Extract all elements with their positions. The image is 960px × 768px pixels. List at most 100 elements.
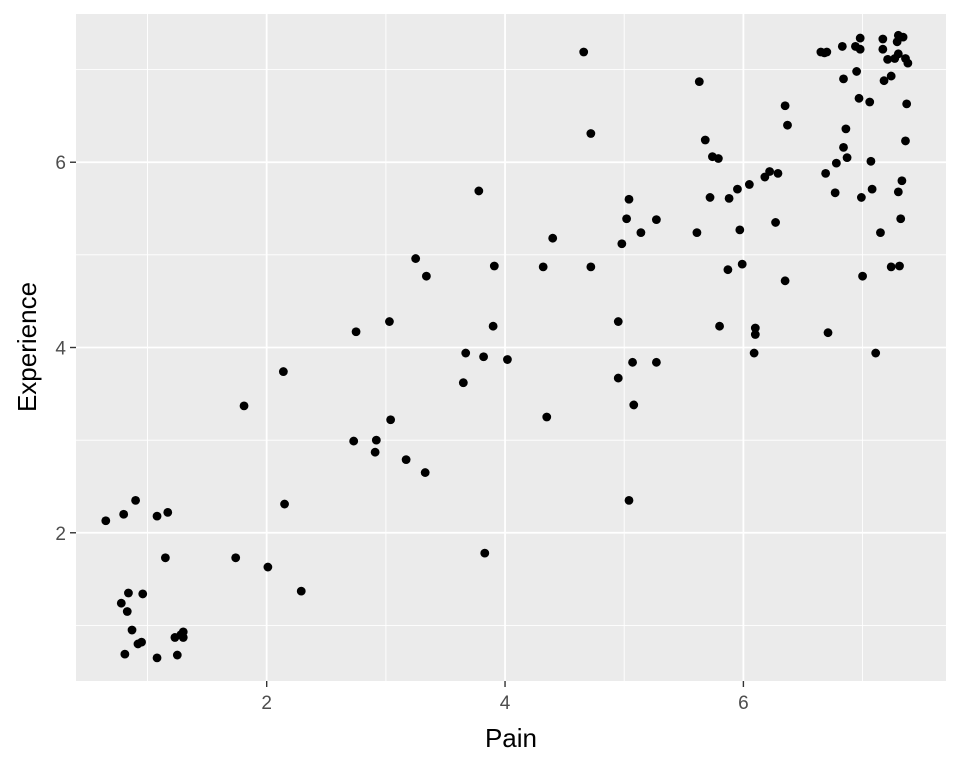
data-point xyxy=(901,136,910,146)
data-point xyxy=(878,34,888,44)
data-point xyxy=(886,262,896,272)
data-point xyxy=(733,184,742,194)
data-point xyxy=(461,348,471,358)
x-tick-label: 4 xyxy=(500,693,511,714)
data-point xyxy=(538,262,548,272)
data-point xyxy=(871,348,881,358)
data-point xyxy=(488,321,498,331)
data-point xyxy=(421,271,431,281)
data-point xyxy=(842,153,852,162)
data-point xyxy=(138,589,148,599)
major-gridlines xyxy=(76,14,946,681)
data-point xyxy=(349,436,359,446)
data-point xyxy=(855,33,865,43)
data-point xyxy=(163,507,173,517)
data-point xyxy=(479,352,488,362)
data-point xyxy=(420,468,430,477)
data-point xyxy=(856,193,866,202)
data-point xyxy=(172,650,182,660)
data-point xyxy=(750,330,760,339)
data-point xyxy=(879,76,889,86)
data-point xyxy=(613,373,623,383)
data-point xyxy=(895,261,904,271)
data-point xyxy=(765,167,775,176)
data-point xyxy=(821,168,831,178)
data-point xyxy=(866,156,876,166)
data-point xyxy=(489,261,499,271)
data-point xyxy=(371,435,381,445)
data-point xyxy=(898,32,908,42)
data-point xyxy=(823,328,833,338)
data-point xyxy=(692,228,702,238)
x-tick-label: 2 xyxy=(261,693,272,714)
data-point xyxy=(896,214,906,224)
data-point xyxy=(622,214,632,224)
data-point xyxy=(892,37,902,47)
data-point xyxy=(713,154,723,163)
data-point xyxy=(886,71,896,81)
data-point xyxy=(837,42,847,51)
data-point xyxy=(780,276,790,286)
data-point xyxy=(624,495,634,505)
data-point xyxy=(474,186,484,196)
data-point xyxy=(120,649,130,659)
data-point xyxy=(296,586,306,596)
data-point xyxy=(735,225,745,235)
data-point xyxy=(858,271,867,281)
data-point xyxy=(503,355,512,364)
data-point xyxy=(723,265,733,275)
data-point xyxy=(865,97,875,107)
data-point xyxy=(651,215,661,225)
data-points xyxy=(101,30,913,663)
data-point xyxy=(855,44,865,54)
data-point xyxy=(822,47,832,57)
data-point xyxy=(385,317,394,326)
data-point xyxy=(160,553,170,563)
data-point xyxy=(386,415,396,425)
data-point xyxy=(351,327,361,337)
data-point xyxy=(893,49,903,59)
data-point xyxy=(841,124,851,134)
data-point xyxy=(878,44,888,54)
data-point xyxy=(124,588,133,598)
data-point xyxy=(629,400,639,410)
data-point xyxy=(780,101,790,111)
data-point xyxy=(783,120,792,130)
data-point xyxy=(715,321,724,331)
data-point xyxy=(700,135,710,145)
data-point xyxy=(839,74,848,84)
data-point xyxy=(628,357,637,367)
data-point xyxy=(101,516,111,526)
data-point xyxy=(178,633,188,642)
data-point xyxy=(617,239,627,249)
data-point xyxy=(893,187,903,197)
data-point xyxy=(127,625,137,635)
data-point xyxy=(897,176,907,186)
data-point xyxy=(480,548,490,558)
data-point xyxy=(231,553,241,563)
data-point xyxy=(852,67,862,76)
y-tick-label: 2 xyxy=(55,524,66,545)
data-point xyxy=(705,193,715,202)
data-point xyxy=(122,607,132,616)
data-point xyxy=(867,184,877,194)
data-point xyxy=(263,562,273,572)
data-point xyxy=(830,188,840,198)
data-point xyxy=(116,598,126,608)
data-point xyxy=(152,653,162,663)
data-point xyxy=(411,254,421,263)
data-point xyxy=(586,262,596,272)
data-point xyxy=(831,158,841,168)
data-point xyxy=(624,194,634,204)
data-point xyxy=(876,228,885,238)
data-point xyxy=(278,367,288,376)
data-point xyxy=(744,180,754,189)
data-point xyxy=(119,509,129,519)
data-point xyxy=(239,401,249,411)
x-tick-label: 6 xyxy=(738,693,749,714)
data-point xyxy=(636,228,646,238)
data-point xyxy=(579,47,589,57)
data-point xyxy=(694,77,704,87)
data-point xyxy=(737,259,747,269)
data-point xyxy=(651,357,661,367)
